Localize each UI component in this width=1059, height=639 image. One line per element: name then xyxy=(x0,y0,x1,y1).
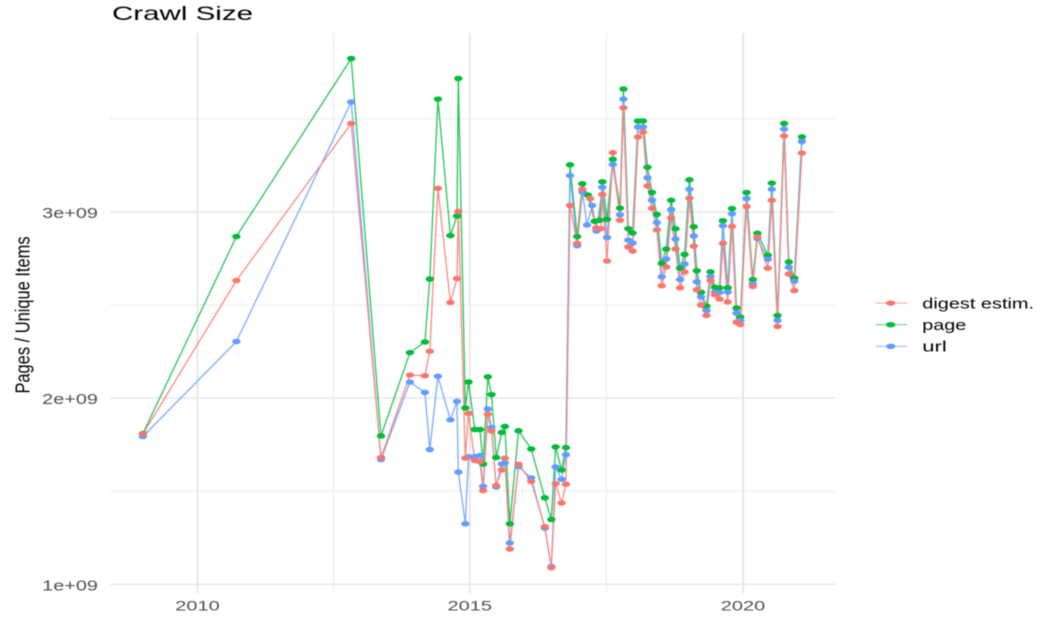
svg-text:1e+09: 1e+09 xyxy=(42,578,98,594)
svg-text:url: url xyxy=(922,340,947,356)
svg-text:2010: 2010 xyxy=(175,598,220,614)
svg-text:2e+09: 2e+09 xyxy=(42,392,98,408)
svg-text:2015: 2015 xyxy=(448,598,493,614)
svg-text:Pages / Unique Items: Pages / Unique Items xyxy=(11,236,34,393)
svg-text:page: page xyxy=(922,318,966,334)
svg-text:Crawl Size: Crawl Size xyxy=(112,3,253,25)
svg-text:2020: 2020 xyxy=(721,598,766,614)
svg-text:digest estim.: digest estim. xyxy=(922,296,1034,312)
svg-text:3e+09: 3e+09 xyxy=(42,206,98,222)
